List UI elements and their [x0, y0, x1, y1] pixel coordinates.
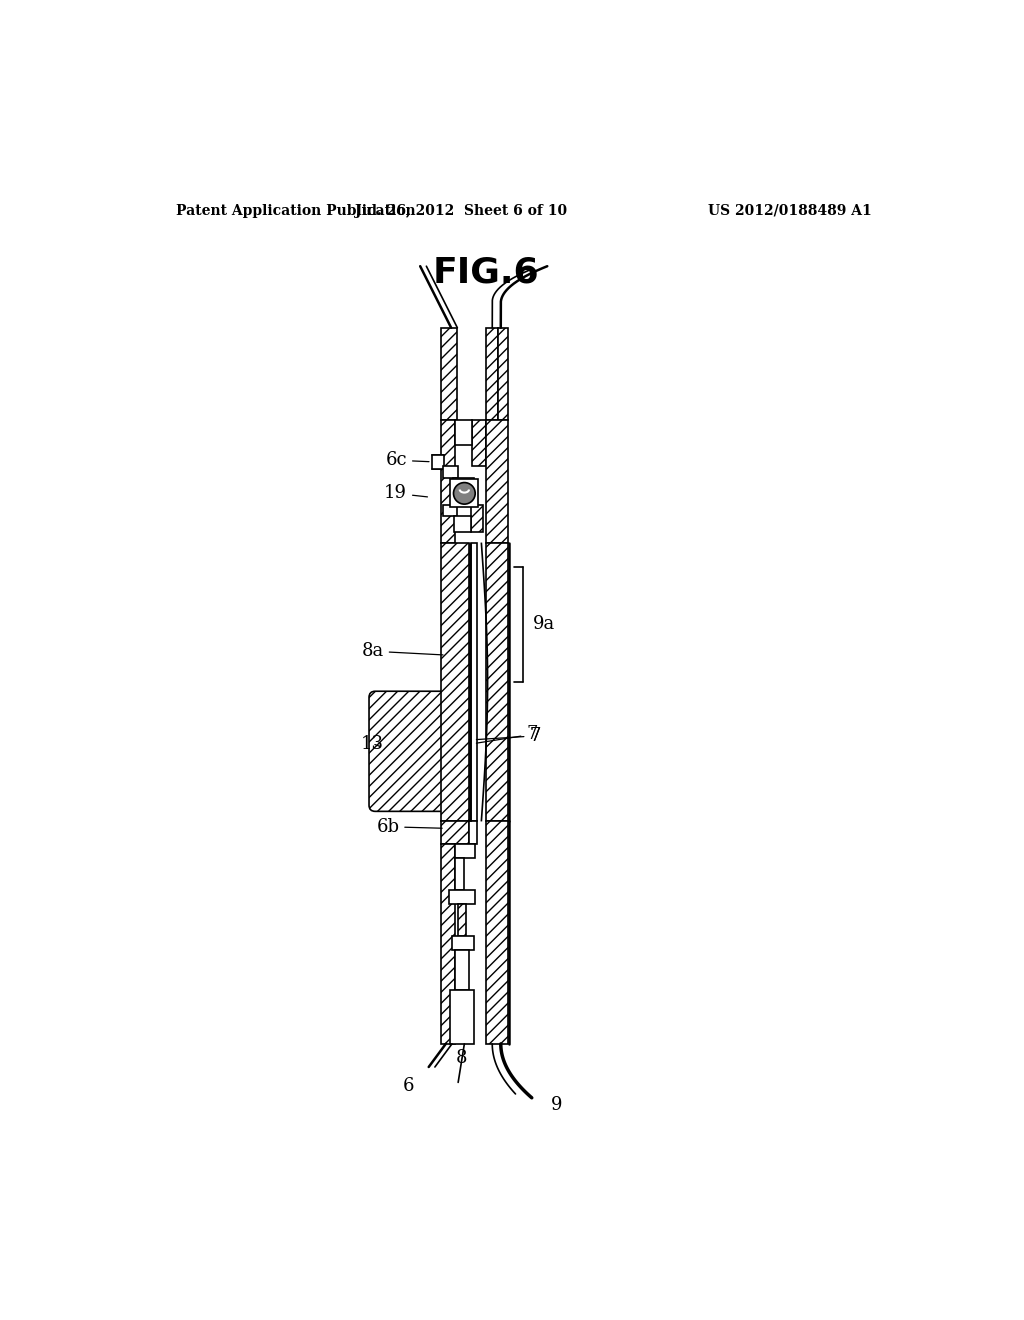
- Text: 6: 6: [403, 1077, 415, 1096]
- Text: 19: 19: [384, 484, 427, 503]
- Bar: [442, 466, 458, 478]
- Bar: [452, 936, 474, 950]
- Bar: [453, 478, 474, 494]
- FancyBboxPatch shape: [369, 692, 447, 812]
- Bar: [455, 858, 464, 890]
- Bar: [441, 544, 469, 821]
- Text: FIG.6: FIG.6: [433, 255, 540, 289]
- Bar: [486, 327, 499, 420]
- Bar: [449, 890, 475, 904]
- Bar: [454, 516, 471, 532]
- Bar: [432, 455, 444, 469]
- Bar: [486, 544, 508, 821]
- Text: 7: 7: [529, 727, 541, 744]
- Bar: [469, 544, 471, 821]
- Text: Jul. 26, 2012  Sheet 6 of 10: Jul. 26, 2012 Sheet 6 of 10: [355, 203, 567, 218]
- Bar: [441, 420, 455, 544]
- Bar: [455, 950, 469, 990]
- Bar: [469, 821, 477, 843]
- Bar: [486, 821, 508, 1044]
- Bar: [441, 821, 469, 843]
- Bar: [441, 843, 455, 1044]
- Text: 13: 13: [360, 735, 384, 752]
- Bar: [486, 420, 508, 544]
- Text: 9a: 9a: [532, 615, 555, 634]
- Bar: [451, 479, 478, 507]
- Bar: [499, 327, 508, 420]
- Bar: [471, 544, 477, 821]
- Bar: [472, 420, 486, 466]
- Bar: [455, 843, 475, 858]
- Bar: [441, 327, 457, 420]
- Text: 6b: 6b: [376, 818, 442, 836]
- Text: US 2012/0188489 A1: US 2012/0188489 A1: [709, 203, 872, 218]
- Text: 7: 7: [476, 727, 541, 744]
- Text: Patent Application Publication: Patent Application Publication: [176, 203, 416, 218]
- Bar: [471, 506, 483, 532]
- Text: 7: 7: [476, 726, 538, 743]
- Text: 8a: 8a: [361, 643, 443, 660]
- Bar: [455, 420, 472, 445]
- Bar: [457, 327, 484, 420]
- Bar: [451, 990, 474, 1044]
- Text: 8: 8: [456, 1049, 467, 1067]
- Circle shape: [454, 483, 475, 504]
- Bar: [442, 506, 457, 516]
- Text: 9: 9: [550, 1097, 562, 1114]
- Bar: [458, 904, 466, 936]
- Text: 6c: 6c: [385, 451, 429, 469]
